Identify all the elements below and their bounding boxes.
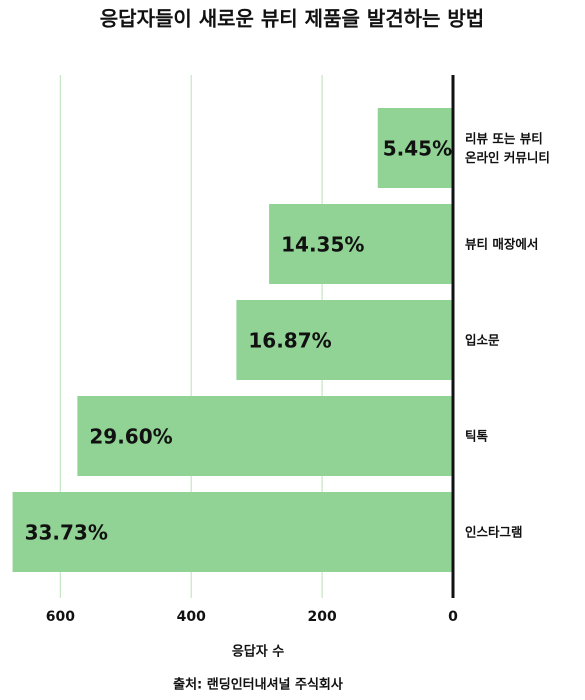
category-label: 틱톡 [465, 428, 489, 444]
value-label: 16.87% [248, 329, 331, 353]
x-tick-label: 600 [46, 609, 75, 625]
value-label: 29.60% [89, 425, 172, 449]
x-tick-label: 400 [177, 609, 206, 625]
category-label: 뷰티 매장에서 [465, 236, 539, 252]
value-label: 33.73% [25, 521, 108, 545]
bar [377, 108, 453, 188]
value-label: 14.35% [281, 233, 364, 257]
chart-title: 응답자들이 새로운 뷰티 제품을 발견하는 방법 [100, 7, 484, 31]
bar [269, 204, 453, 284]
bar [236, 300, 453, 380]
category-label: 리뷰 또는 뷰티 온라인 커뮤니티 [465, 131, 550, 165]
category-label: 입소문 [465, 332, 500, 348]
source: 출처: 랜딩인터내셔널 주식회사 [173, 677, 343, 693]
x-tick-label: 0 [448, 609, 458, 625]
category-label: 인스타그램 [465, 524, 523, 540]
x-tick-label: 200 [308, 609, 337, 625]
bar [77, 396, 453, 476]
value-label: 5.45% [383, 137, 452, 161]
bar [12, 492, 454, 572]
x-axis-title: 응답자 수 [232, 645, 284, 660]
